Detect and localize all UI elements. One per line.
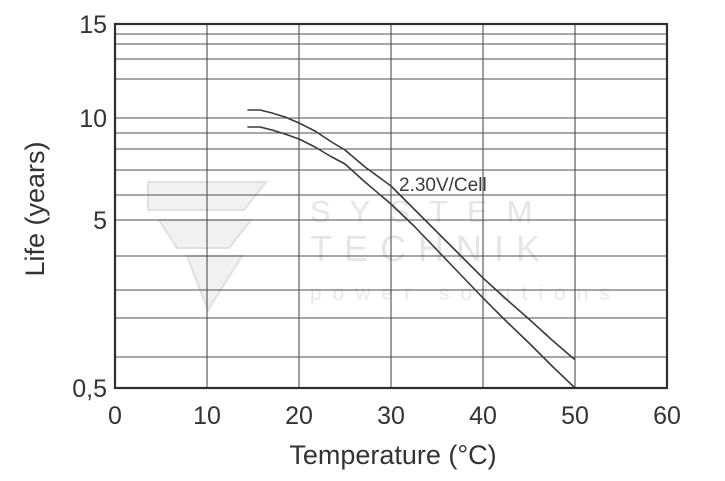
x-tick-label: 0 <box>108 402 122 430</box>
x-tick-labels: 0 10 20 30 40 50 60 <box>108 402 681 430</box>
y-tick-labels: 15 10 5 0,5 <box>72 11 107 403</box>
life-curve-lower <box>247 126 575 388</box>
y-tick-label: 15 <box>79 11 107 39</box>
x-tick-label: 50 <box>561 402 589 430</box>
x-tick-label: 20 <box>285 402 313 430</box>
x-tick-label: 10 <box>193 402 221 430</box>
x-axis-title: Temperature (°C) <box>289 440 496 470</box>
y-tick-label: 5 <box>93 207 107 235</box>
y-tick-label: 0,5 <box>72 375 107 403</box>
watermark-text-technik: TECHNIK <box>310 228 553 269</box>
x-tick-label: 40 <box>469 402 497 430</box>
watermark-text-power-solutions: power solutions <box>310 282 621 305</box>
life-curves <box>247 109 575 388</box>
life-curve-upper <box>247 109 575 360</box>
y-axis-title: Life (years) <box>20 141 50 276</box>
y-tick-label: 10 <box>79 105 107 133</box>
x-tick-label: 60 <box>653 402 681 430</box>
plot-border <box>113 22 669 390</box>
x-tick-label: 30 <box>377 402 405 430</box>
gridlines <box>114 23 668 389</box>
system-technik-bolt-logo-icon <box>147 181 269 313</box>
watermark-text-system: SYSTEM <box>310 194 552 229</box>
curve-voltage-label: 2.30V/Cell <box>399 175 487 196</box>
